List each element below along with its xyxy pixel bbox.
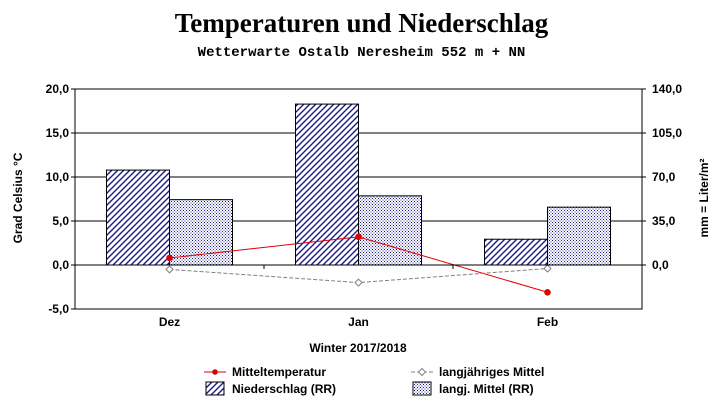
left-tick-label: 10,0 [46, 170, 70, 184]
legend-swatch [412, 381, 432, 396]
legend-label: langj. Mittel (RR) [439, 382, 534, 396]
marker-langj-mittel-2 [543, 264, 552, 273]
legend-marker [212, 369, 218, 375]
right-axis: 0,0 35,0 70,0 105,0 140,0 [642, 82, 682, 272]
right-tick-label: 70,0 [652, 170, 676, 184]
left-tick-label: 20,0 [46, 82, 70, 96]
left-tick-label: -5,0 [48, 302, 69, 316]
legend-item-1: langjähriges Mittel [411, 365, 544, 379]
bar-mittel-rr-feb [547, 206, 611, 266]
marker-mitteltemperatur-2 [544, 288, 551, 296]
left-tick-label: 5,0 [52, 214, 69, 228]
marker-langj-mittel-1 [354, 278, 363, 287]
marker-mitteltemperatur-1 [355, 233, 362, 241]
category-label-dez: Dez [159, 315, 180, 329]
marker-mitteltemperatur-0 [166, 254, 173, 262]
legend-swatch [205, 381, 225, 396]
legend-item-0: Mitteltemperatur [204, 365, 326, 379]
y-axis-label-right: mm = Liter/m² [697, 158, 711, 237]
legend-label: Niederschlag (RR) [232, 382, 336, 396]
bar-niederschlag-dez [106, 169, 170, 266]
legend-item-3: langj. Mittel (RR) [412, 381, 534, 396]
plot-area [74, 88, 643, 310]
bar-mittel-rr-jan [358, 195, 422, 266]
left-axis: -5,0 0,0 5,0 10,0 15,0 20,0 [46, 82, 75, 316]
bar-niederschlag-feb [484, 238, 548, 266]
category-label-feb: Feb [537, 315, 558, 329]
category-label-jan: Jan [348, 315, 369, 329]
right-tick-label: 35,0 [652, 214, 676, 228]
right-tick-label: 140,0 [652, 82, 682, 96]
legend: Mitteltemperatur langjähriges Mittel Niede… [204, 365, 544, 396]
left-tick-label: 0,0 [52, 258, 69, 272]
chart-title: Temperaturen und Niederschlag [174, 8, 549, 38]
legend-label: Mitteltemperatur [232, 365, 326, 379]
right-tick-label: 0,0 [652, 258, 669, 272]
bar-mittel-rr-dez [169, 199, 233, 266]
left-tick-label: 15,0 [46, 126, 70, 140]
chart-subtitle: Wetterwarte Ostalb Neresheim 552 m + NN [197, 45, 526, 61]
x-axis-label: Winter 2017/2018 [309, 341, 407, 355]
legend-item-2: Niederschlag (RR) [205, 381, 336, 396]
plot-border [74, 88, 643, 310]
right-tick-label: 105,0 [652, 126, 682, 140]
x-axis: Dez Jan Feb [75, 264, 642, 329]
y-axis-label: Grad Celsius °C [11, 152, 25, 243]
marker-langj-mittel-0 [165, 265, 174, 274]
legend-label: langjähriges Mittel [439, 365, 544, 379]
legend-marker [417, 367, 427, 377]
